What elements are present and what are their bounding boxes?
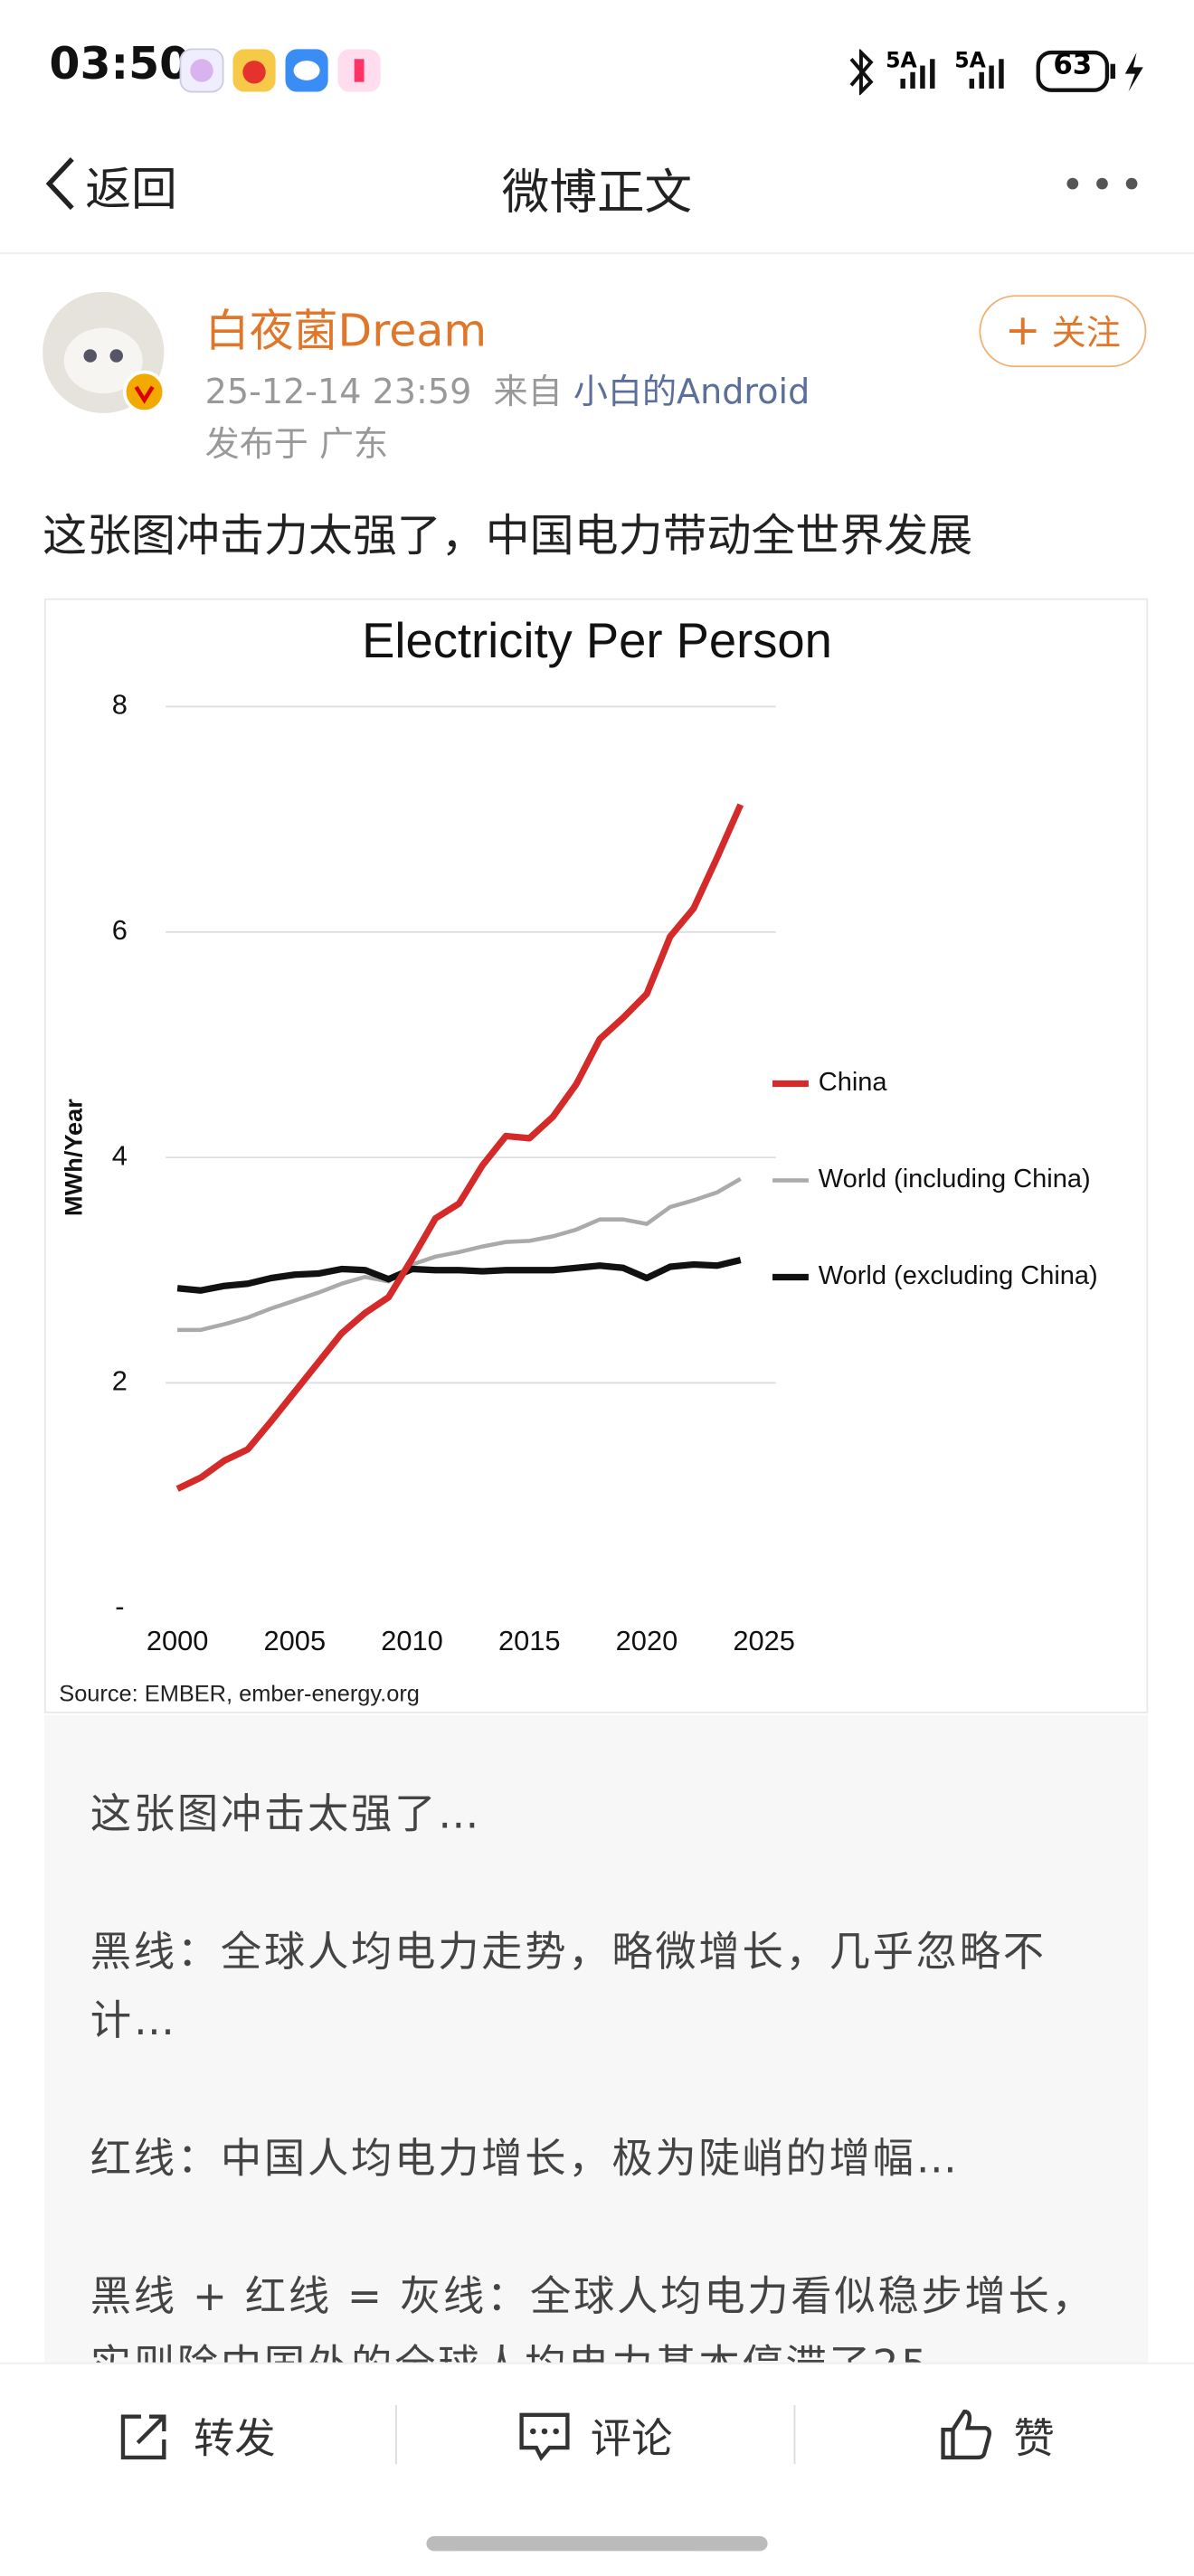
signal-label: 5A — [954, 49, 986, 74]
paragraph: 这张图冲击太强了… — [90, 1790, 482, 1838]
x-tick-label: 2010 — [381, 1625, 443, 1656]
post-meta: 25-12-14 23:59 来自 小白的Android — [205, 365, 810, 414]
chart-title: Electricity Per Person — [362, 613, 832, 668]
follow-label: 关注 — [1051, 313, 1121, 353]
battery-level: 63 — [1053, 49, 1093, 82]
x-tick-label: 2020 — [616, 1625, 678, 1656]
divider — [0, 252, 1194, 255]
paragraph: 红线：中国人均电力增长，极为陡峭的增幅… — [90, 2134, 960, 2183]
more-icon[interactable] — [1063, 174, 1145, 193]
x-tick-label: 2015 — [498, 1625, 561, 1656]
x-tick-label: 2005 — [264, 1625, 327, 1656]
comment-icon[interactable] — [516, 2410, 573, 2462]
paragraph: 黑线：全球人均电力走势，略微增长，几乎忽略不计… — [90, 1928, 1047, 2045]
legend-label: World (excluding China) — [819, 1261, 1098, 1290]
article-text: 这张图冲击太强了… 黑线：全球人均电力走势，略微增长，几乎忽略不计… 红线：中国人均… — [90, 1780, 1107, 2469]
signal-label: 5A — [886, 49, 917, 74]
post-location: 发布于 广东 — [204, 424, 389, 465]
post-date: 25-12-14 23:59 — [204, 372, 472, 412]
notification-icons — [179, 48, 381, 93]
like-icon[interactable] — [938, 2407, 994, 2463]
post-text: 这张图冲击力太强了，中国电力带动全世界发展 — [43, 511, 973, 562]
chart-background — [45, 599, 1147, 1712]
source-prefix: 来自 — [493, 372, 563, 412]
y-tick-label: 4 — [112, 1139, 128, 1171]
legend-label: World (including China) — [819, 1165, 1091, 1194]
repost-button[interactable]: 转发 — [193, 2414, 276, 2463]
post-source[interactable]: 小白的Android — [573, 372, 810, 412]
y-tick-label: 2 — [112, 1365, 128, 1397]
legend-label: China — [819, 1068, 888, 1097]
chart-image[interactable]: Electricity Per Person MWh/Year Source: … — [43, 598, 1149, 1713]
back-button[interactable]: 返回 — [85, 162, 177, 217]
y-tick-label: 6 — [112, 914, 128, 946]
y-tick-label: 8 — [112, 689, 128, 721]
repost-icon[interactable] — [118, 2410, 175, 2462]
series-line — [177, 1176, 742, 1333]
chart-source: Source: EMBER, ember-energy.org — [59, 1682, 420, 1707]
time: 03:50 — [49, 39, 191, 90]
like-button[interactable]: 赞 — [1013, 2414, 1055, 2463]
comment-button[interactable]: 评论 — [590, 2414, 673, 2463]
back-icon[interactable] — [40, 154, 86, 212]
series-line — [176, 1257, 742, 1294]
article-box: 这张图冲击太强了… 黑线：全球人均电力走势，略微增长，几乎忽略不计… 红线：中国人均… — [43, 1714, 1149, 2404]
home-indicator — [426, 2536, 768, 2552]
avatar[interactable] — [43, 291, 170, 417]
x-tick-label: 2025 — [733, 1625, 795, 1656]
y-tick-label: - — [115, 1590, 124, 1622]
user-name[interactable]: 白夜菌Dream — [204, 307, 488, 358]
divider — [793, 2404, 796, 2465]
status-icons — [849, 49, 1143, 96]
y-axis-label: MWh/Year — [60, 1099, 88, 1216]
divider — [394, 2404, 397, 2465]
x-tick-label: 2000 — [147, 1625, 209, 1656]
page-title: 微博正文 — [501, 164, 693, 220]
follow-button[interactable]: + 关注 — [979, 295, 1147, 368]
series-line — [175, 803, 744, 1492]
